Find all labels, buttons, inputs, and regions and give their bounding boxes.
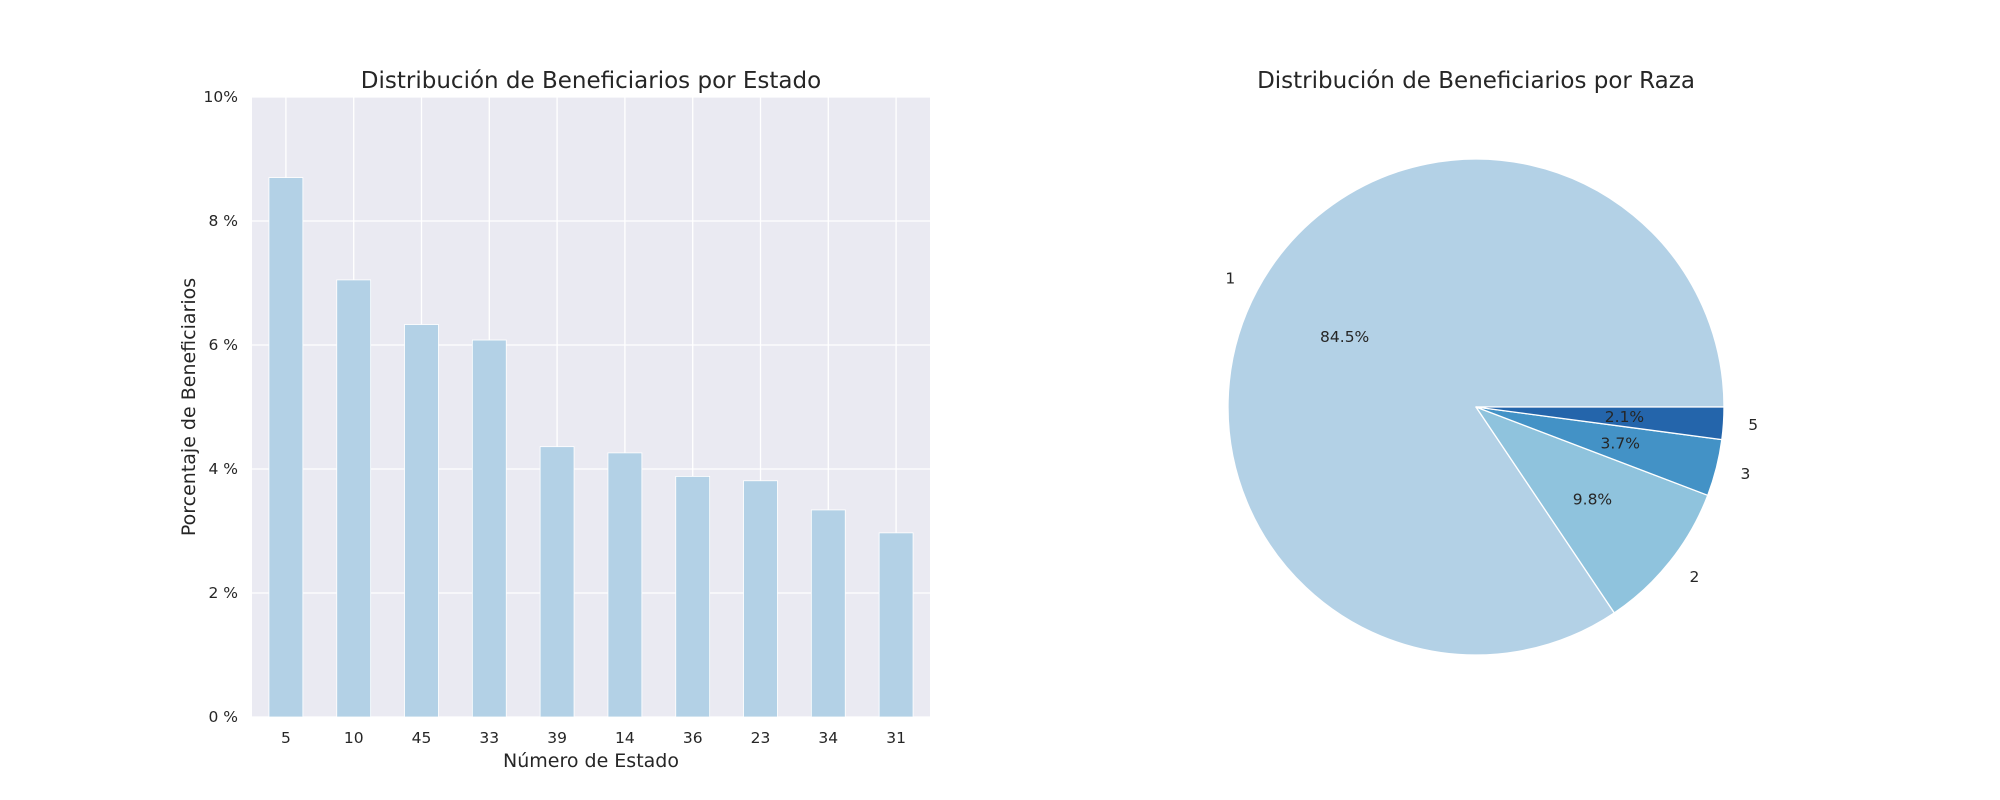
bar-chart-y-axis-label: Porcentaje de Beneficiarios: [178, 278, 200, 536]
y-tick-label: 0 %: [208, 708, 238, 726]
bar-45: [404, 324, 439, 718]
bar-chart-title: Distribución de Beneficiarios por Estado: [361, 68, 821, 94]
pie-chart: Distribución de Beneficiarios por Raza 1…: [1225, 68, 1758, 656]
y-tick-label: 4 %: [208, 460, 238, 478]
bar-chart-bars: [268, 177, 914, 718]
pie-category-label: 5: [1748, 416, 1758, 434]
y-tick-label: 10%: [204, 88, 238, 106]
bar-10: [336, 279, 372, 718]
pie-percent-label: 2.1%: [1605, 408, 1644, 426]
bar-34: [810, 509, 846, 718]
pie-chart-labels: 1 84.5% 2 9.8% 3 3.7% 5 2.1%: [1225, 270, 1758, 586]
x-tick-label: 33: [479, 729, 499, 747]
x-tick-label: 31: [886, 729, 906, 747]
pie-slice-5: [1475, 406, 1725, 441]
pie-percent-label: 84.5%: [1320, 328, 1369, 346]
pie-percent-label: 9.8%: [1573, 491, 1612, 509]
bar-chart: 0 % 2 % 4 % 6 % 8 % 10% 5 10 45 33 39 14 36 23 34 31 D…: [178, 68, 930, 772]
bar-chart-x-ticks: 5 10 45 33 39 14 36 23 34 31: [281, 729, 906, 747]
pie-percent-label: 3.7%: [1601, 435, 1640, 453]
bar-33: [471, 339, 507, 718]
bar-14: [607, 452, 643, 718]
bar-39: [539, 446, 575, 718]
pie-category-label: 2: [1690, 568, 1700, 586]
y-tick-label: 6 %: [208, 336, 238, 354]
bar-23: [743, 480, 778, 718]
x-tick-label: 36: [683, 729, 703, 747]
x-tick-label: 5: [281, 729, 291, 747]
y-tick-label: 2 %: [208, 584, 238, 602]
pie-chart-title: Distribución de Beneficiarios por Raza: [1257, 68, 1695, 94]
x-tick-label: 14: [615, 729, 635, 747]
x-tick-label: 23: [751, 729, 771, 747]
x-tick-label: 39: [547, 729, 567, 747]
pie-category-label: 1: [1225, 270, 1235, 288]
x-tick-label: 45: [412, 729, 432, 747]
x-tick-label: 34: [818, 729, 838, 747]
y-tick-label: 8 %: [208, 212, 238, 230]
pie-category-label: 3: [1740, 465, 1750, 483]
pie-chart-slices: [1227, 158, 1725, 656]
bar-36: [675, 476, 711, 718]
x-tick-label: 10: [344, 729, 364, 747]
bar-chart-y-ticks: 0 % 2 % 4 % 6 % 8 % 10%: [204, 88, 238, 726]
bar-chart-x-axis-label: Número de Estado: [503, 750, 679, 772]
bar-31: [878, 532, 914, 718]
bar-5: [268, 177, 304, 718]
pie-slice-2: [1475, 406, 1709, 614]
